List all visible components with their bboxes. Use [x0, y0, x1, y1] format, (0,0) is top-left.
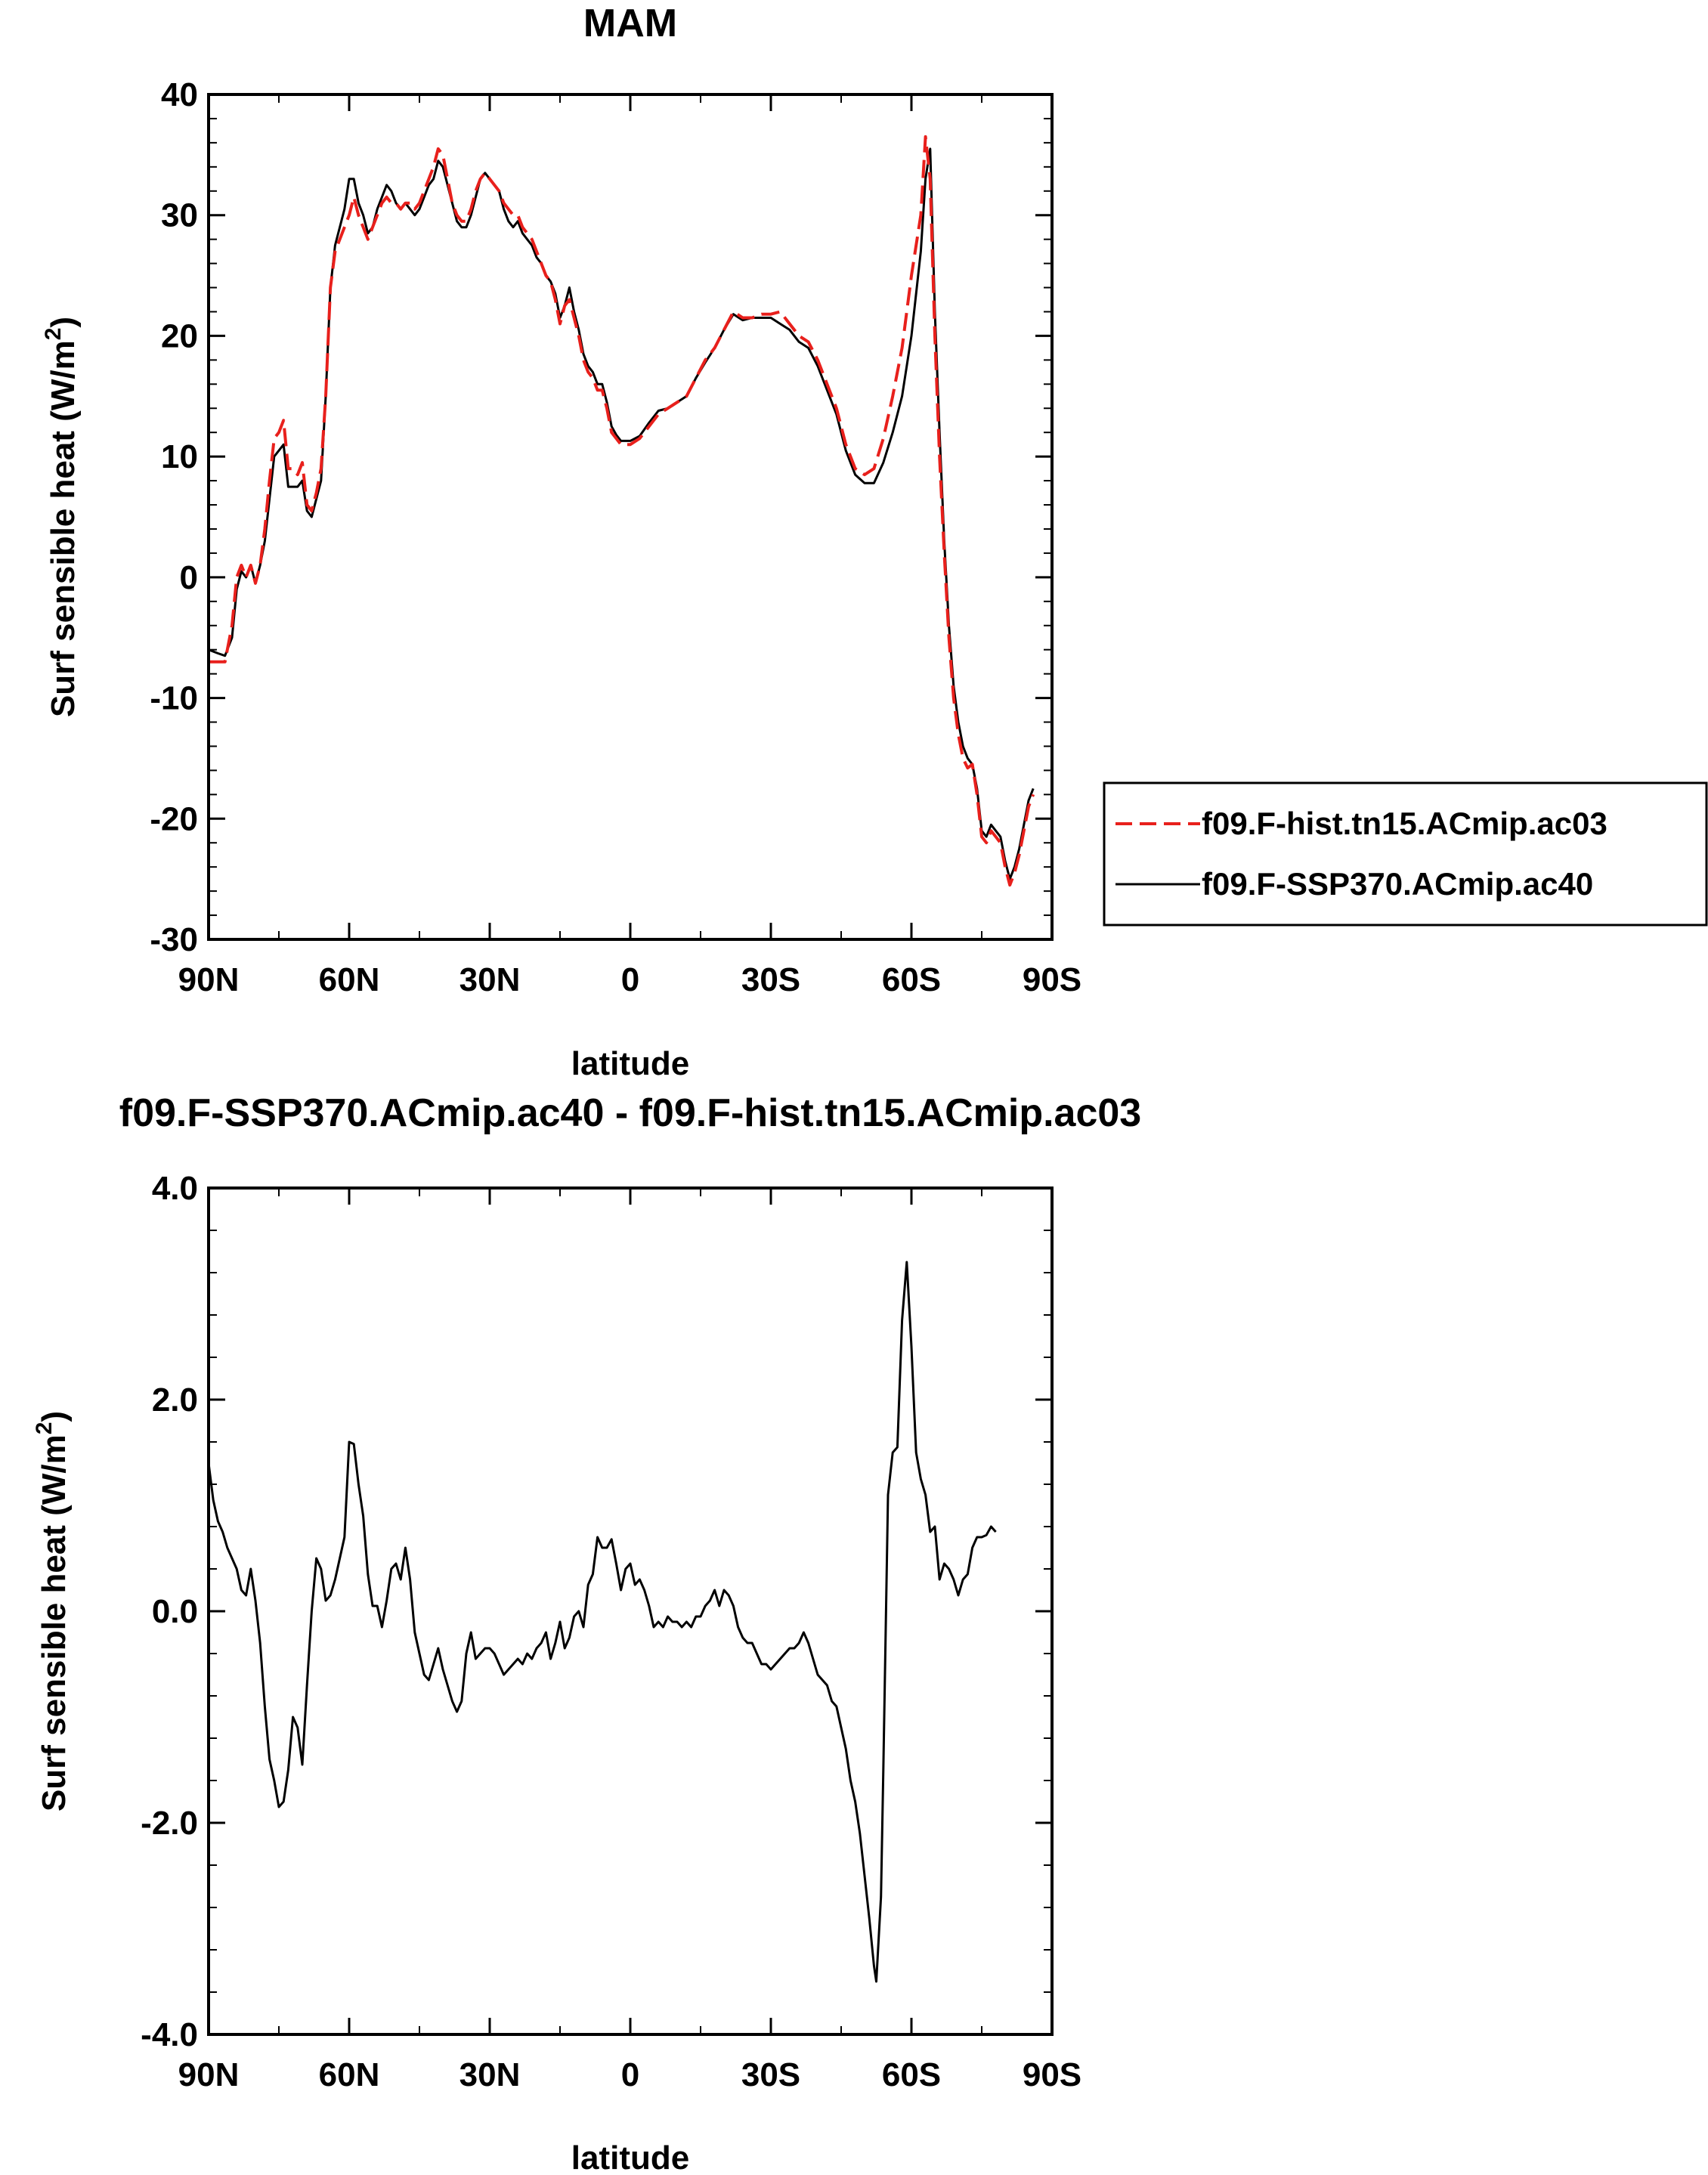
bottom-plot-frame — [207, 1187, 1054, 2036]
y-tick-label: 4.0 — [152, 1170, 198, 1207]
x-tick-label: 90N — [178, 2056, 240, 2093]
y-axis-label-top: Surf sensible heat (W/m2) — [41, 317, 82, 717]
x-tick-label: 60S — [882, 961, 941, 998]
x-tick-label: 30N — [459, 2056, 521, 2093]
series-line-0 — [207, 1261, 997, 1983]
y-axis-label-bottom: Surf sensible heat (W/m2) — [32, 1411, 73, 1811]
series-line-0 — [209, 135, 1035, 887]
legend-label-hist: f09.F-hist.tn15.ACmip.ac03 — [1202, 806, 1607, 841]
y-tick-label: -20 — [150, 800, 198, 837]
y-tick-label: 0 — [180, 559, 198, 596]
x-axis-label-bottom: latitude — [571, 2139, 689, 2175]
y-tick-label: 2.0 — [152, 1381, 198, 1419]
y-tick-label: 40 — [161, 76, 198, 113]
x-tick-label: 60N — [319, 961, 380, 998]
chart-title-top: MAM — [583, 2, 677, 45]
y-tick-label: 20 — [161, 317, 198, 354]
series-line-1 — [208, 147, 1035, 880]
x-tick-label: 0 — [621, 961, 639, 998]
y-tick-label: -4.0 — [141, 2016, 198, 2053]
top-series-lines — [208, 135, 1035, 887]
y-tick-label: 0.0 — [152, 1593, 198, 1630]
legend: f09.F-hist.tn15.ACmip.ac03 f09.F-SSP370.… — [1103, 781, 1708, 927]
y-tick-label: -10 — [150, 680, 198, 717]
top-axis-ticks: 90N 60N 30N 0 30S 60S 90S -30 -20 -10 0 10 20 30 40 — [150, 76, 1081, 998]
x-axis-label-top: latitude — [571, 1045, 689, 1082]
x-tick-label: 60N — [319, 2056, 380, 2093]
chart-title-bottom: f09.F-SSP370.ACmip.ac40 - f09.F-hist.tn1… — [119, 1091, 1141, 1135]
x-tick-label: 30S — [741, 961, 800, 998]
top-plot-frame — [207, 93, 1054, 941]
y-tick-label: -30 — [150, 921, 198, 958]
legend-label-ssp370: f09.F-SSP370.ACmip.ac40 — [1202, 866, 1593, 902]
x-tick-label: 60S — [882, 2056, 941, 2093]
x-tick-label: 0 — [621, 2056, 639, 2093]
x-tick-label: 90S — [1023, 2056, 1081, 2093]
bottom-axis-ticks: 90N 60N 30N 0 30S 60S 90S -4.0 -2.0 0.0 2.0 4.0 — [141, 1170, 1081, 2093]
x-tick-label: 90N — [178, 961, 240, 998]
y-tick-label: 10 — [161, 438, 198, 475]
legend-box — [1103, 781, 1708, 927]
y-tick-label: 30 — [161, 197, 198, 234]
y-tick-label: -2.0 — [141, 1805, 198, 1842]
bottom-series-lines — [207, 1261, 997, 1983]
bottom-chart: f09.F-SSP370.ACmip.ac40 - f09.F-hist.tn1… — [32, 1091, 1141, 2175]
x-tick-label: 30N — [459, 961, 521, 998]
x-tick-label: 30S — [741, 2056, 800, 2093]
top-chart: MAM 90N 60N 30N 0 30S 60S 90S -30 -20 -10 0 10 20 30 4… — [41, 2, 1708, 1082]
x-tick-label: 90S — [1023, 961, 1081, 998]
